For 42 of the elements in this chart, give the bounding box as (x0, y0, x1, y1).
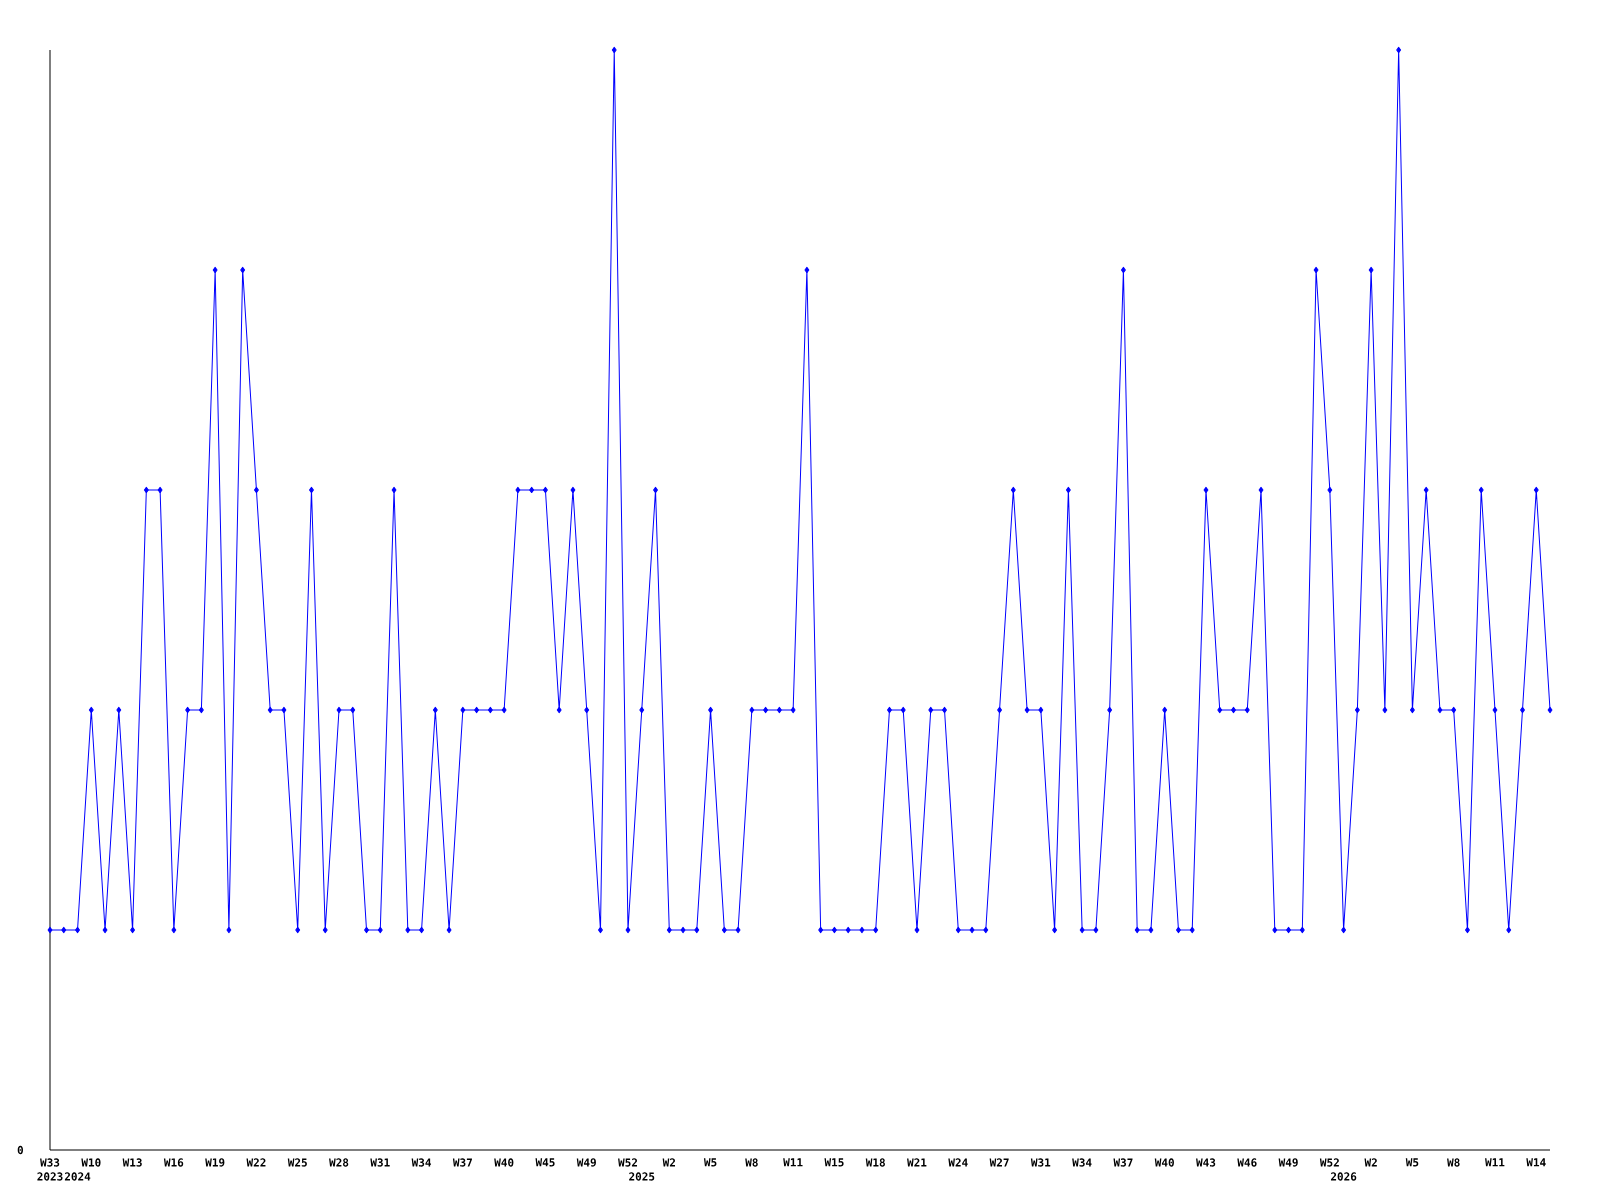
x-tick-label: W33 (40, 1158, 60, 1167)
x-tick-label: W31 (1030, 1158, 1051, 1167)
x-tick-label: W25 (287, 1158, 307, 1167)
x-tick-label: W40 (494, 1158, 514, 1167)
x-tick-label: W11 (1485, 1158, 1505, 1167)
x-tick-label: W40 (1154, 1158, 1174, 1167)
x-tick-label: W49 (1278, 1158, 1298, 1167)
x-tick-label: W19 (205, 1158, 225, 1167)
x-tick-label: W31 (370, 1158, 390, 1167)
x-tick-label: W2 (1364, 1158, 1377, 1167)
x-tick-label: W27 (989, 1158, 1009, 1167)
x-tick-label: W22 (246, 1158, 266, 1167)
x-tick-label: W52 (1319, 1158, 1339, 1167)
x-tick-label: W45 (535, 1158, 555, 1167)
x-tick-label: W8 (1447, 1158, 1460, 1167)
x-tick-label: W34 (411, 1158, 432, 1167)
x-tick-label: W43 (1196, 1158, 1216, 1167)
x-tick-label: W49 (576, 1158, 596, 1167)
x-tick-label: W46 (1237, 1158, 1257, 1167)
x-tick-label: W18 (865, 1158, 885, 1167)
x-tick-label: W37 (1113, 1158, 1133, 1167)
x-tick-label: 2024 (64, 1172, 91, 1181)
text: 0 (17, 1145, 24, 1155)
x-tick-label: W10 (81, 1158, 101, 1167)
x-tick-label: W2 (662, 1158, 675, 1167)
x-tick-label: W16 (163, 1158, 184, 1167)
x-tick-label: W24 (948, 1158, 968, 1167)
x-tick-label: W37 (452, 1158, 472, 1167)
x-tick-label: W11 (783, 1158, 803, 1167)
x-tick-label: W13 (122, 1158, 142, 1167)
x-tick-label: W14 (1526, 1158, 1546, 1167)
text: 2023 (37, 1172, 63, 1181)
x-tick-label: W28 (329, 1158, 349, 1167)
x-tick-label: W5 (703, 1158, 717, 1167)
x-tick-label: W15 (824, 1158, 844, 1167)
x-tick-label: W52 (618, 1158, 638, 1167)
x-tick-label: W5 (1405, 1158, 1419, 1167)
x-tick-label: 2026 (1330, 1172, 1357, 1181)
x-tick-label: W8 (745, 1158, 758, 1167)
x-tick-label: 2025 (629, 1172, 655, 1181)
x-tick-label: W34 (1072, 1158, 1092, 1167)
x-tick-label: W21 (907, 1158, 927, 1167)
